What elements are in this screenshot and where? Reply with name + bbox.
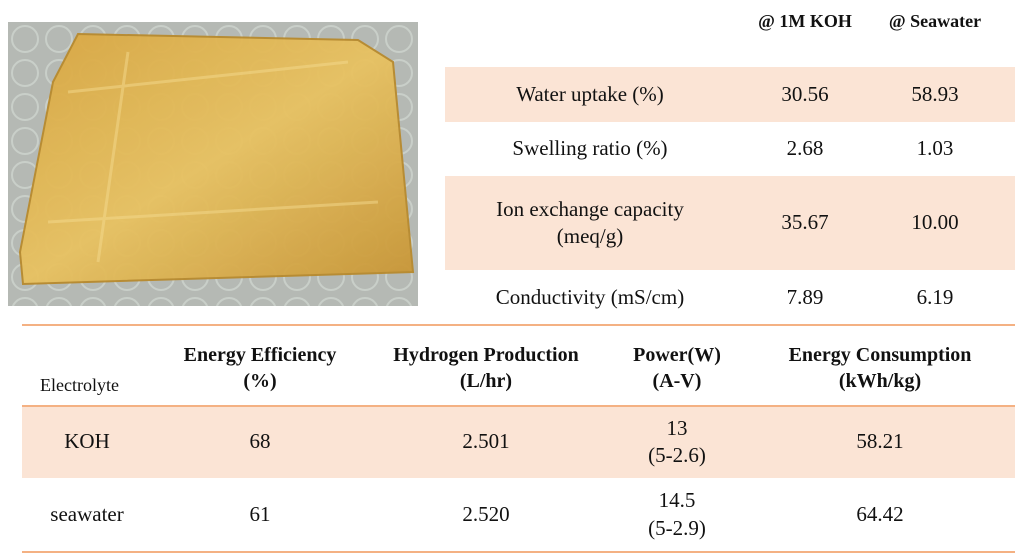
- cell: 30.56: [781, 81, 829, 106]
- cell: Water uptake (%): [516, 81, 664, 106]
- cell: 61: [249, 501, 271, 526]
- cell: Conductivity (mS/cm): [495, 284, 685, 309]
- cell: KOH: [64, 429, 110, 454]
- column-header: @ Seawater: [888, 11, 982, 32]
- cell: 1.03: [916, 136, 954, 161]
- column-header: Energy Efficiency (%): [183, 344, 337, 392]
- cell: 7.89: [786, 284, 824, 309]
- cell: 6.19: [916, 284, 954, 309]
- column-header: @ 1M KOH: [758, 11, 852, 32]
- row-shade: [445, 176, 1015, 270]
- row-shade: [445, 67, 1015, 122]
- cell: 14.5 (5-2.9): [648, 488, 706, 540]
- rule: [22, 551, 1015, 553]
- column-header: Electrolyte: [40, 375, 119, 396]
- cell: 35.67: [781, 210, 829, 235]
- membrane-photo: [8, 22, 418, 306]
- cell: Swelling ratio (%): [512, 136, 668, 161]
- cell: seawater: [50, 501, 124, 526]
- cell: 58.93: [911, 81, 959, 106]
- rule: [22, 324, 1015, 326]
- rule: [22, 405, 1015, 407]
- row-shade: [22, 406, 1015, 478]
- cell: 58.21: [856, 429, 904, 454]
- cell: 64.42: [856, 501, 904, 526]
- cell: 13 (5-2.6): [648, 415, 706, 467]
- cell: 10.00: [911, 210, 959, 235]
- cell: 68: [249, 429, 271, 454]
- cell: Ion exchange capacity (meq/g): [496, 196, 684, 248]
- cell: 2.501: [462, 429, 510, 454]
- column-header: Hydrogen Production (L/hr): [393, 344, 579, 392]
- cell: 2.520: [462, 501, 510, 526]
- cell: 2.68: [786, 136, 824, 161]
- column-header: Energy Consumption (kWh/kg): [788, 344, 972, 392]
- column-header: Power(W) (A-V): [633, 344, 721, 392]
